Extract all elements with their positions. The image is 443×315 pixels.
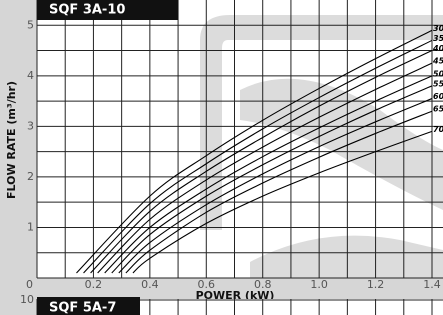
page: {"chart_data": [ {"type": "line", "title… xyxy=(0,0,443,315)
chart-title: SQF 5A-7 xyxy=(49,301,116,315)
x-tick-label: 1.2 xyxy=(367,278,385,291)
curve-label: 65 xyxy=(433,105,443,114)
chart-title: SQF 3A-10 xyxy=(49,3,125,18)
curve-label: 30 xyxy=(433,24,443,33)
x-tick-label: 0.8 xyxy=(254,278,272,291)
curve-label: 55 xyxy=(433,79,443,88)
curve-label: 50 xyxy=(433,69,443,78)
y-axis-title: FLOW RATE (m³/hr) xyxy=(5,81,18,199)
chart: SQF 3A-10 FLOW RATE (m³/hr) POWER (kW) S… xyxy=(0,0,443,315)
curve-label: 40 xyxy=(432,44,443,53)
curve-label: 60 xyxy=(433,92,443,101)
y-tick-label: 2 xyxy=(27,170,34,183)
y-tick-label: 5 xyxy=(27,18,34,31)
curve-label: 35 xyxy=(433,34,443,43)
x-tick-label: 1.4 xyxy=(423,278,441,291)
x-tick-label: 0.4 xyxy=(141,278,159,291)
curve-label: 70m xyxy=(433,125,443,134)
x-tick-label: 1.0 xyxy=(310,278,328,291)
y-tick-label: 3 xyxy=(27,119,34,132)
y-tick-label: 4 xyxy=(27,69,34,82)
y-tick-label: 1 xyxy=(27,220,34,233)
curve-label: 45 xyxy=(432,57,443,66)
y-tick-label: 10 xyxy=(20,293,34,306)
x-tick-label: 0 xyxy=(26,278,33,291)
x-tick-label: 0.6 xyxy=(198,278,216,291)
x-tick-label: 0.2 xyxy=(85,278,103,291)
